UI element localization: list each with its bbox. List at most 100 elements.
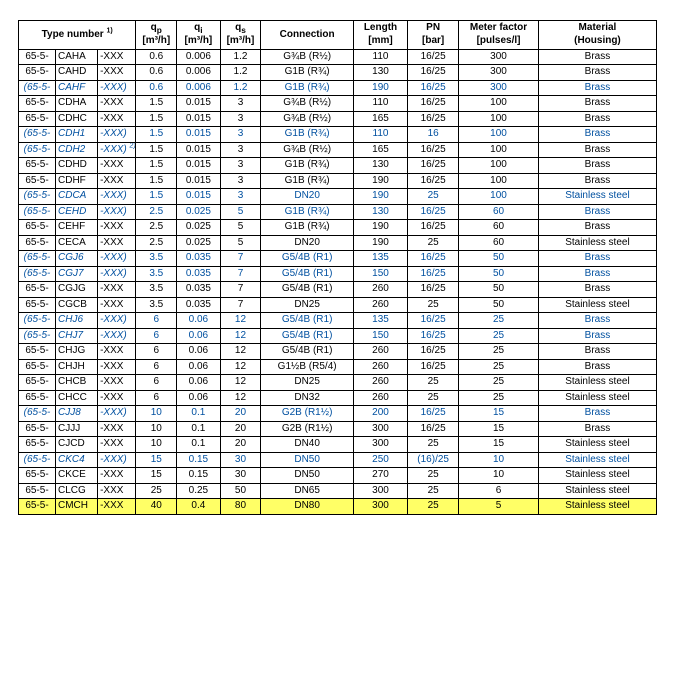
type-prefix: 65-5- [19,96,56,112]
connection-cell: DN80 [261,499,354,515]
type-suffix: -XXX) [98,189,136,205]
table-row: 65-5-CHJH-XXX60.0612G1½B (R5/4)26016/252… [19,359,657,375]
qi-cell: 0.015 [177,127,220,143]
type-prefix: 65-5- [19,111,56,127]
type-code: CDHA [56,96,98,112]
qi-cell: 0.06 [177,375,220,391]
meter-factor-cell: 50 [459,297,539,313]
qi-cell: 0.015 [177,96,220,112]
qp-cell: 2.5 [136,220,177,236]
connection-cell: G1B (R¾) [261,204,354,220]
type-suffix: -XXX [98,468,136,484]
qs-cell: 3 [220,189,261,205]
meter-factor-cell: 15 [459,406,539,422]
type-code: CJJ8 [56,406,98,422]
qs-cell: 20 [220,406,261,422]
qs-cell: 3 [220,173,261,189]
table-row: (65-5-CGJ7-XXX)3.50.0357G5/4B (R1)15016/… [19,266,657,282]
qp-cell: 2.5 [136,204,177,220]
table-row: 65-5-CGJG-XXX3.50.0357G5/4B (R1)26016/25… [19,282,657,298]
material-cell: Brass [538,204,656,220]
qs-cell: 5 [220,220,261,236]
type-suffix: -XXX [98,49,136,65]
type-suffix: -XXX) [98,452,136,468]
type-suffix: -XXX [98,344,136,360]
qp-cell: 6 [136,344,177,360]
connection-cell: G¾B (R½) [261,111,354,127]
qs-cell: 7 [220,297,261,313]
qp-cell: 15 [136,452,177,468]
length-cell: 110 [353,49,407,65]
material-cell: Stainless steel [538,375,656,391]
type-suffix: -XXX) [98,406,136,422]
connection-cell: DN65 [261,483,354,499]
meter-factor-cell: 15 [459,421,539,437]
type-prefix: 65-5- [19,468,56,484]
connection-cell: DN20 [261,235,354,251]
meter-factor-cell: 25 [459,313,539,329]
meter-factor-cell: 25 [459,328,539,344]
qs-cell: 12 [220,328,261,344]
qs-cell: 12 [220,390,261,406]
material-cell: Brass [538,173,656,189]
type-prefix: (65-5- [19,328,56,344]
table-row: 65-5-CJJJ-XXX100.120G2B (R1½)30016/2515B… [19,421,657,437]
meter-factor-cell: 50 [459,251,539,267]
type-prefix: 65-5- [19,173,56,189]
qp-cell: 0.6 [136,65,177,81]
qs-cell: 1.2 [220,65,261,81]
material-cell: Brass [538,328,656,344]
length-cell: 110 [353,127,407,143]
meter-factor-cell: 25 [459,375,539,391]
qi-cell: 0.035 [177,251,220,267]
table-body: 65-5-CAHA-XXX0.60.0061.2G¾B (R½)11016/25… [19,49,657,514]
qs-cell: 20 [220,421,261,437]
type-prefix: (65-5- [19,204,56,220]
material-cell: Brass [538,251,656,267]
type-suffix: -XXX [98,421,136,437]
type-suffix: -XXX [98,483,136,499]
type-prefix: 65-5- [19,158,56,174]
meter-factor-cell: 25 [459,390,539,406]
connection-cell: DN25 [261,375,354,391]
material-cell: Brass [538,127,656,143]
pn-cell: 16/25 [408,220,459,236]
connection-cell: G1B (R¾) [261,173,354,189]
material-cell: Brass [538,220,656,236]
type-prefix: (65-5- [19,142,56,158]
connection-cell: G1B (R¾) [261,220,354,236]
type-code: CHJH [56,359,98,375]
connection-cell: G5/4B (R1) [261,266,354,282]
meter-factor-cell: 25 [459,359,539,375]
length-cell: 260 [353,390,407,406]
meter-factor-cell: 15 [459,437,539,453]
qs-cell: 3 [220,111,261,127]
pn-cell: 16/25 [408,328,459,344]
type-prefix: (65-5- [19,406,56,422]
table-row: 65-5-CKCE-XXX150.1530DN502702510Stainles… [19,468,657,484]
type-code: CDH2 [56,142,98,158]
pn-cell: 16/25 [408,251,459,267]
table-row: 65-5-CDHA-XXX1.50.0153G¾B (R½)11016/2510… [19,96,657,112]
material-cell: Stainless steel [538,437,656,453]
qs-cell: 12 [220,375,261,391]
pn-cell: 16/25 [408,173,459,189]
table-row: 65-5-CGCB-XXX3.50.0357DN252602550Stainle… [19,297,657,313]
col-header-mf: Meter factor[pulses/l] [459,21,539,50]
length-cell: 190 [353,173,407,189]
qp-cell: 1.5 [136,127,177,143]
type-prefix: (65-5- [19,80,56,96]
qp-cell: 2.5 [136,235,177,251]
length-cell: 130 [353,65,407,81]
type-code: CAHF [56,80,98,96]
qi-cell: 0.006 [177,65,220,81]
length-cell: 130 [353,158,407,174]
table-row: 65-5-CHCC-XXX60.0612DN322602525Stainless… [19,390,657,406]
connection-cell: DN25 [261,297,354,313]
qi-cell: 0.06 [177,359,220,375]
type-suffix: -XXX) 2) [98,142,136,158]
length-cell: 150 [353,266,407,282]
qi-cell: 0.035 [177,282,220,298]
pn-cell: 25 [408,483,459,499]
table-row: 65-5-CDHF-XXX1.50.0153G1B (R¾)19016/2510… [19,173,657,189]
